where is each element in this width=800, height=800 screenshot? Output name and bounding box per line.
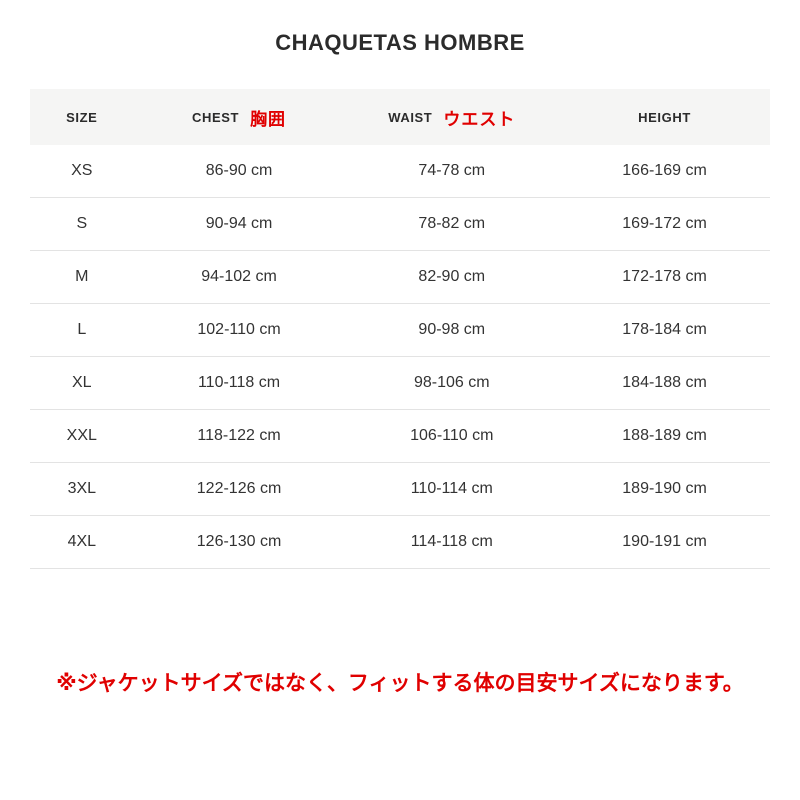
chest-cell: 122-126 cm — [133, 462, 345, 516]
size-cell: XXL — [30, 409, 134, 463]
chest-cell: 94-102 cm — [133, 250, 345, 304]
column-annotation-jp: ウエスト — [443, 109, 516, 129]
column-label: CHEST — [192, 109, 240, 125]
column-label: SIZE — [66, 110, 98, 126]
size-chart-table: SIZE CHEST 胸囲 WAIST ウエスト HEIGHT XS 86-90 c… — [30, 89, 770, 569]
table-row: L 102-110 cm 90-98 cm 178-184 cm — [30, 303, 770, 357]
table-row: S 90-94 cm 78-82 cm 169-172 cm — [30, 197, 770, 251]
header-row: SIZE CHEST 胸囲 WAIST ウエスト HEIGHT — [30, 89, 770, 145]
height-cell: 172-178 cm — [559, 250, 770, 304]
height-cell: 169-172 cm — [559, 197, 770, 251]
size-cell: 3XL — [30, 462, 134, 516]
chest-cell: 86-90 cm — [133, 145, 345, 198]
table-row: 3XL 122-126 cm 110-114 cm 189-190 cm — [30, 462, 770, 516]
height-cell: 188-189 cm — [559, 409, 770, 463]
chest-cell: 126-130 cm — [133, 515, 345, 569]
size-cell: M — [30, 250, 134, 304]
column-annotation-jp: 胸囲 — [250, 109, 287, 129]
height-cell: 178-184 cm — [559, 303, 770, 357]
waist-cell: 110-114 cm — [344, 462, 560, 516]
table-row: XL 110-118 cm 98-106 cm 184-188 cm — [30, 356, 770, 410]
size-chart-page: CHAQUETAS HOMBRE SIZE CHEST 胸囲 WAIST ウエスト … — [0, 30, 800, 800]
waist-cell: 82-90 cm — [344, 250, 560, 304]
chest-cell: 110-118 cm — [133, 356, 345, 410]
column-header-waist: WAIST ウエスト — [344, 89, 560, 145]
size-cell: S — [30, 197, 134, 251]
chest-cell: 118-122 cm — [133, 409, 345, 463]
size-cell: L — [30, 303, 134, 357]
waist-cell: 90-98 cm — [344, 303, 560, 357]
waist-cell: 78-82 cm — [344, 197, 560, 251]
table-row: M 94-102 cm 82-90 cm 172-178 cm — [30, 250, 770, 304]
table-row: 4XL 126-130 cm 114-118 cm 190-191 cm — [30, 515, 770, 569]
column-header-height: HEIGHT — [559, 89, 770, 145]
fit-note: ※ジャケットサイズではなく、フィットする体の目安サイズになります。 — [56, 672, 744, 695]
table-row: XS 86-90 cm 74-78 cm 166-169 cm — [30, 145, 770, 198]
height-cell: 184-188 cm — [559, 356, 770, 410]
page-title: CHAQUETAS HOMBRE — [275, 30, 525, 55]
column-header-chest: CHEST 胸囲 — [133, 89, 345, 145]
column-label: HEIGHT — [638, 110, 691, 126]
column-label: WAIST — [388, 109, 433, 125]
table-row: XXL 118-122 cm 106-110 cm 188-189 cm — [30, 409, 770, 463]
size-cell: XS — [30, 145, 134, 198]
waist-cell: 114-118 cm — [344, 515, 560, 569]
size-cell: 4XL — [30, 515, 134, 569]
chest-cell: 90-94 cm — [133, 197, 345, 251]
waist-cell: 74-78 cm — [344, 145, 560, 198]
height-cell: 166-169 cm — [559, 145, 770, 198]
waist-cell: 106-110 cm — [344, 409, 560, 463]
column-header-size: SIZE — [30, 89, 134, 145]
chest-cell: 102-110 cm — [133, 303, 345, 357]
height-cell: 189-190 cm — [559, 462, 770, 516]
size-cell: XL — [30, 356, 134, 410]
height-cell: 190-191 cm — [559, 515, 770, 569]
waist-cell: 98-106 cm — [344, 356, 560, 410]
